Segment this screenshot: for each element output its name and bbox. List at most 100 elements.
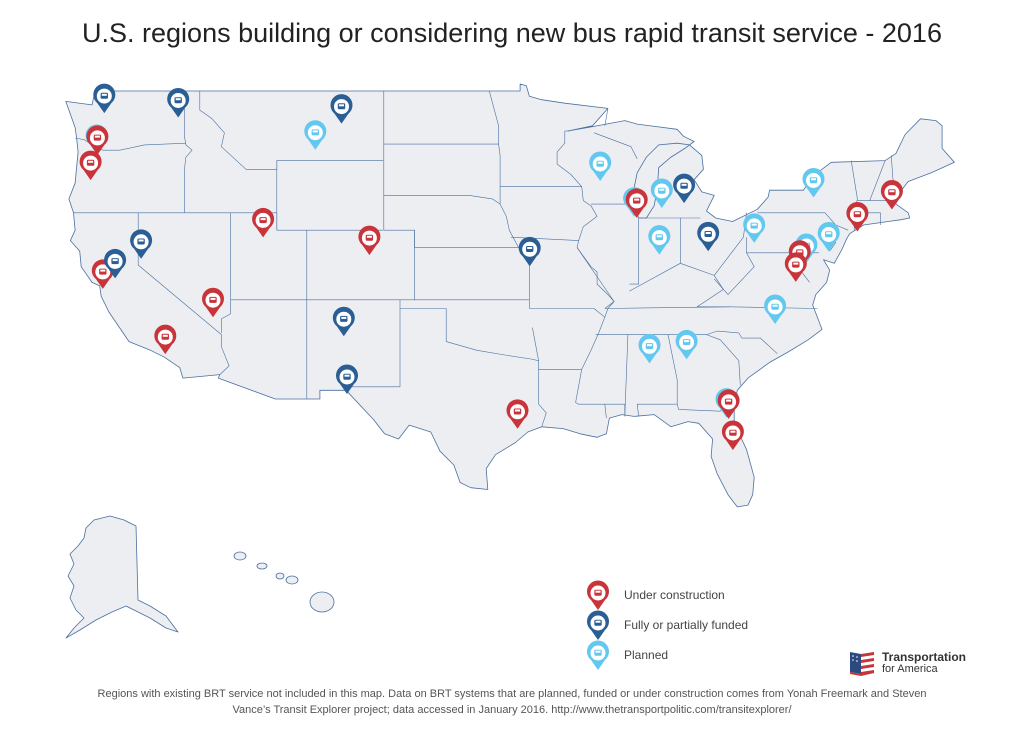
bus-window (112, 259, 118, 262)
bus-icon (340, 315, 348, 322)
marker-under-construction[interactable] (252, 207, 275, 238)
bus-window (659, 188, 665, 191)
marker-under-construction[interactable] (154, 324, 177, 355)
bus-window (138, 239, 144, 242)
marker-under-construction[interactable] (506, 399, 529, 429)
bus-window (793, 262, 799, 265)
bus-icon (729, 429, 737, 436)
bus-window (366, 235, 372, 238)
state-border-51 (593, 132, 638, 160)
marker-planned[interactable] (764, 294, 787, 324)
state-border-0 (184, 91, 193, 213)
state-border-49 (869, 160, 886, 201)
hawaii-island-2 (275, 572, 285, 580)
marker-funded[interactable] (130, 229, 153, 259)
bus-window (772, 304, 778, 307)
marker-planned[interactable] (743, 213, 766, 243)
marker-funded[interactable] (93, 83, 116, 114)
state-border-37 (624, 334, 629, 417)
marker-funded[interactable] (673, 173, 696, 204)
logo-line-1: Transportation (882, 650, 967, 664)
marker-under-construction[interactable] (86, 125, 109, 155)
legend-label-funded: Fully or partially funded (624, 618, 749, 632)
bus-icon (724, 398, 733, 405)
bus-window (210, 297, 216, 300)
bus-icon (337, 103, 346, 110)
bus-icon (111, 258, 119, 265)
footer-line-2: Vance’s Transit Explorer project; data a… (232, 704, 792, 716)
state-border-23 (532, 327, 582, 370)
marker-funded[interactable] (332, 306, 355, 337)
state-border-21 (510, 236, 579, 241)
marker-under-construction[interactable] (717, 389, 740, 419)
state-border-50 (604, 108, 609, 126)
bus-window (260, 218, 266, 221)
bus-icon (99, 268, 107, 275)
marker-planned[interactable] (817, 222, 840, 252)
transportation-for-america-logo: Transportation for America (848, 650, 966, 676)
marker-under-construction[interactable] (202, 287, 224, 318)
bus-window (854, 212, 860, 215)
marker-under-construction[interactable] (880, 180, 903, 210)
marker-funded[interactable] (167, 88, 190, 118)
bus-window (341, 316, 347, 319)
bus-window (889, 190, 895, 193)
legend-label-under-construction: Under construction (624, 588, 725, 602)
marker-under-construction[interactable] (79, 150, 102, 181)
marker-planned[interactable] (304, 120, 327, 150)
marker-funded[interactable] (697, 221, 720, 252)
legend-label-planned: Planned (624, 648, 669, 662)
marker-planned[interactable] (675, 329, 698, 360)
state-border-4 (221, 212, 231, 333)
marker-under-construction[interactable] (784, 252, 807, 282)
bus-icon (161, 333, 169, 340)
marker-planned[interactable] (802, 168, 825, 198)
bus-window (162, 334, 168, 337)
hawaii-island-1 (256, 562, 268, 570)
marker-planned[interactable] (650, 178, 673, 208)
marker-under-construction[interactable] (625, 188, 648, 218)
marker-funded[interactable] (518, 236, 541, 267)
bus-window (175, 98, 181, 101)
marker-under-construction[interactable] (358, 225, 381, 256)
bus-window (344, 374, 350, 377)
bus-window (339, 104, 344, 107)
marker-under-construction[interactable] (846, 202, 869, 232)
marker-funded[interactable] (104, 248, 127, 279)
us-mainland (65, 83, 955, 508)
footer-line-1: Regions with existing BRT service not in… (97, 688, 927, 700)
bus-window (100, 269, 106, 272)
state-border-34 (696, 275, 818, 309)
hawaii-island-3 (285, 575, 299, 585)
bus-icon (645, 343, 654, 350)
bus-window (88, 160, 94, 163)
marker-planned[interactable] (638, 333, 661, 364)
bus-window (826, 232, 832, 235)
marker-funded[interactable] (336, 364, 358, 394)
bus-window (647, 344, 652, 347)
marker-under-construction[interactable] (721, 420, 744, 450)
us-map (65, 83, 955, 639)
bus-window (797, 250, 803, 253)
hawaii-island-4 (309, 591, 335, 613)
bus-window (656, 235, 662, 238)
bus-icon (209, 296, 217, 303)
state-border-15 (383, 229, 519, 248)
footer-note: Regions with existing BRT service not in… (40, 686, 984, 718)
bus-window (681, 183, 687, 186)
state-border-41 (706, 334, 741, 386)
logo-line-2: for America (882, 663, 938, 675)
state-border-28 (576, 247, 615, 309)
flag-icon (850, 652, 874, 676)
marker-funded[interactable] (330, 94, 353, 124)
legend-planned: Planned (586, 640, 668, 670)
state-border-12 (344, 299, 401, 388)
bus-window (705, 232, 711, 234)
land-group (65, 83, 955, 639)
marker-planned[interactable] (648, 225, 671, 255)
state-border-22 (529, 308, 605, 318)
bus-window (751, 223, 757, 226)
state-border-33 (713, 252, 755, 295)
marker-planned[interactable] (589, 151, 612, 181)
state-border-14 (383, 195, 501, 205)
